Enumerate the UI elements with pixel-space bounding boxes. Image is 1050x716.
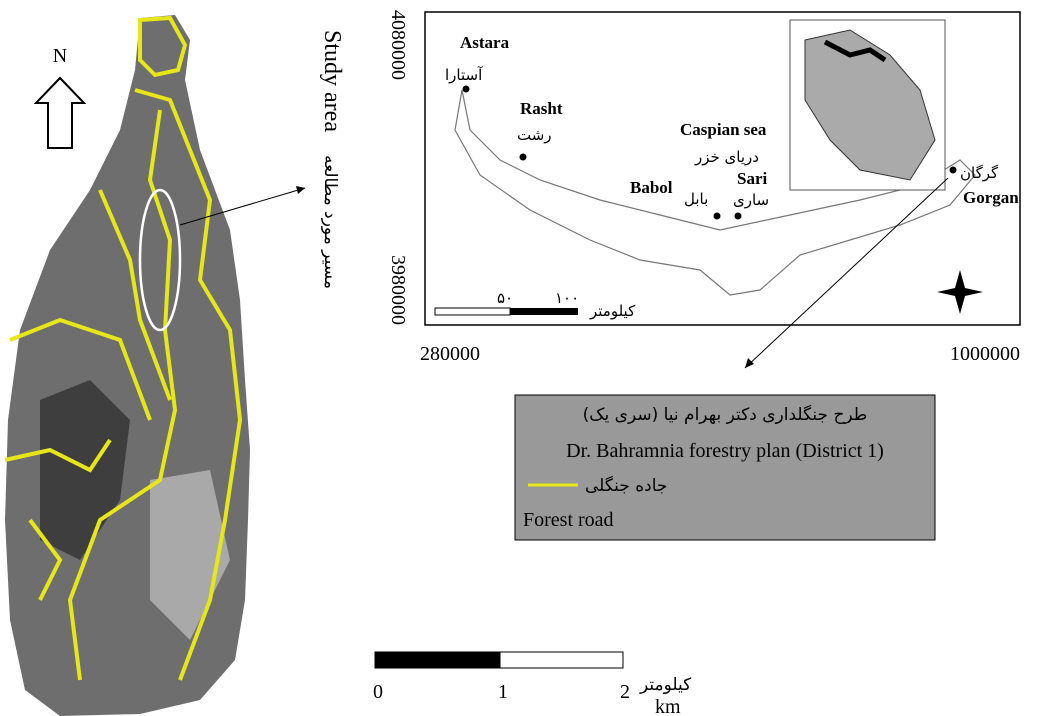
north-arrow bbox=[36, 78, 84, 148]
arrowhead bbox=[296, 186, 305, 194]
study-area-fa: مسیر مورد مطالعه bbox=[320, 155, 340, 289]
scale-white bbox=[500, 652, 623, 668]
scale-tick: 1 bbox=[498, 681, 508, 703]
scale-unit-fa: کیلومتر bbox=[639, 675, 692, 695]
scale-unit-en: km bbox=[655, 696, 681, 716]
city-fa: آستارا bbox=[445, 66, 483, 84]
city-en: Astara bbox=[460, 33, 510, 52]
map-scale-tick: ۱۰۰ bbox=[555, 289, 579, 307]
y-tick-label: 3980000 bbox=[387, 255, 409, 325]
study-area-en: Study area bbox=[319, 30, 345, 132]
map-scale-unit: کیلومتر bbox=[589, 302, 636, 320]
city-fa: ساری bbox=[733, 191, 769, 209]
city-en: Caspian sea bbox=[680, 120, 767, 139]
city-en: Babol bbox=[630, 178, 673, 197]
x-tick-label: 280000 bbox=[420, 343, 480, 365]
x-tick-label: 1000000 bbox=[950, 343, 1020, 365]
city-en: Sari bbox=[737, 169, 768, 188]
arrowhead bbox=[745, 358, 754, 368]
y-tick-label: 4080000 bbox=[387, 10, 409, 80]
city-fa: بابل bbox=[684, 190, 708, 208]
north-label: N bbox=[53, 45, 67, 67]
legend-road-fa: جاده جنگلی bbox=[585, 475, 667, 496]
city-fa: دریای خزر bbox=[694, 148, 759, 166]
scale-tick: 2 bbox=[620, 681, 630, 703]
city-en: Rasht bbox=[520, 99, 563, 118]
map-scale-tick: ۵۰ bbox=[497, 289, 513, 307]
legend-title-fa: طرح جنگلداری دکتر بهرام نیا (سری یک) bbox=[583, 404, 868, 425]
legend-road-en: Forest road bbox=[523, 509, 614, 531]
scale-tick: 0 bbox=[373, 681, 383, 703]
map-scale-black bbox=[510, 308, 578, 315]
map-scale-white bbox=[435, 308, 510, 315]
city-fa: رشت bbox=[517, 126, 552, 144]
legend-title-en: Dr. Bahramnia forestry plan (District 1) bbox=[566, 440, 884, 462]
city-en: Gorgan bbox=[963, 188, 1019, 207]
figure: N Study area مسیر مورد مطالعه Astara آست… bbox=[0, 0, 1050, 716]
scale-black bbox=[375, 652, 500, 668]
city-fa: گرگان bbox=[960, 164, 999, 182]
